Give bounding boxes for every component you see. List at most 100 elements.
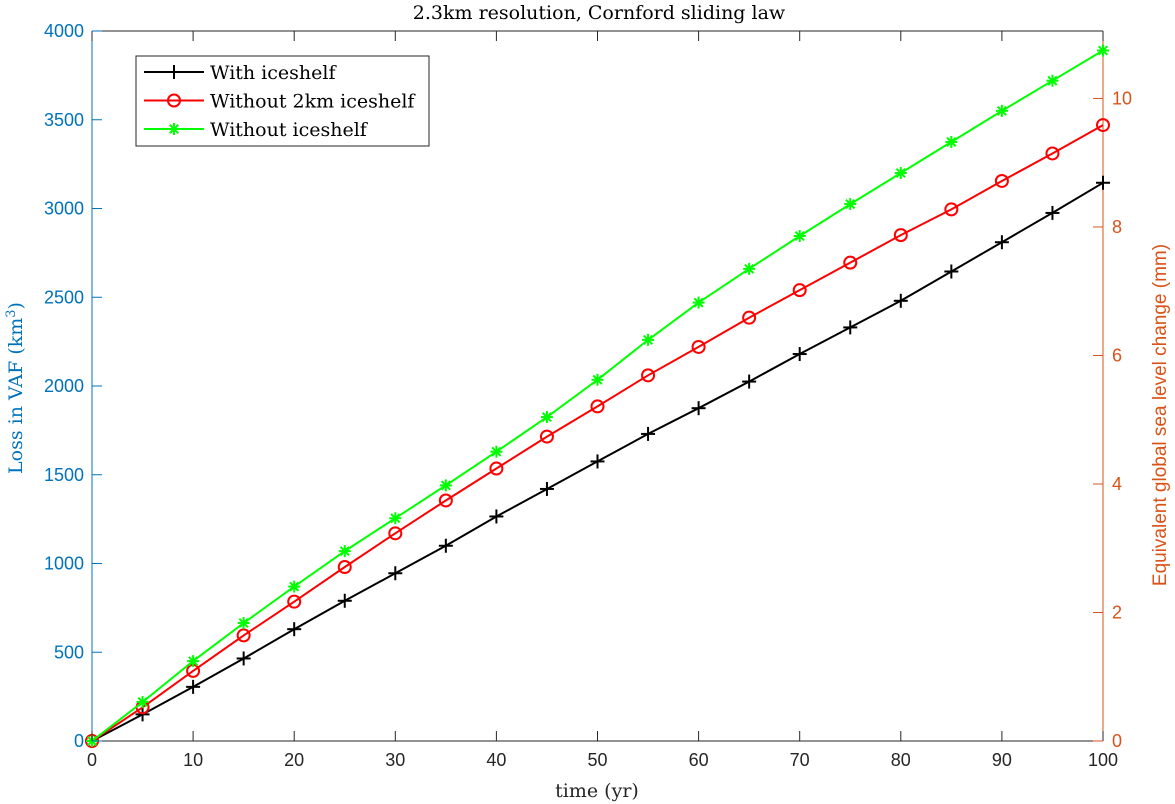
x-tick-label: 10	[183, 750, 203, 770]
data-point	[287, 622, 302, 637]
x-tick-label: 80	[891, 750, 911, 770]
data-point	[793, 230, 806, 243]
data-point	[1096, 118, 1110, 133]
y2-axis-label: Equivalent global sea level change (mm)	[1150, 244, 1171, 586]
data-point	[338, 545, 351, 558]
series-2	[86, 44, 1109, 747]
y-tick-label: 4000	[44, 21, 84, 41]
y-axis-label-suffix: )	[5, 302, 27, 309]
legend-marker	[167, 65, 181, 79]
data-point	[894, 167, 907, 179]
data-point	[945, 135, 958, 148]
data-point	[893, 228, 908, 243]
x-tick-label: 90	[992, 750, 1012, 770]
data-point	[843, 255, 858, 270]
y-tick-label: 2500	[44, 287, 84, 307]
data-point	[337, 560, 352, 575]
data-point	[337, 593, 352, 608]
data-point	[540, 411, 553, 424]
data-point	[186, 679, 201, 694]
y2-tick-label: 4	[1112, 474, 1122, 494]
legend-label: With iceshelf	[210, 62, 337, 84]
x-tick-label: 0	[87, 750, 97, 770]
data-point	[742, 310, 757, 325]
data-point	[994, 173, 1009, 188]
data-point	[995, 104, 1008, 117]
data-point	[691, 339, 706, 354]
data-point	[1045, 205, 1060, 220]
data-point	[642, 333, 655, 346]
data-point	[1046, 74, 1059, 87]
legend-entry: Without iceshelf	[144, 119, 369, 141]
data-point	[489, 509, 504, 524]
data-point	[288, 580, 301, 593]
y-tick-label: 3500	[44, 110, 84, 130]
data-point	[843, 320, 858, 335]
data-point	[742, 374, 757, 389]
data-point	[236, 651, 251, 666]
data-point	[135, 707, 150, 722]
x-tick-label: 20	[284, 750, 304, 770]
legend-label: Without 2km iceshelf	[210, 91, 416, 113]
data-point	[439, 479, 452, 492]
data-point	[944, 264, 959, 279]
data-point	[237, 616, 250, 629]
data-point	[590, 399, 605, 414]
data-point	[1096, 175, 1110, 190]
data-point	[389, 512, 402, 525]
data-point	[1045, 146, 1060, 161]
data-point	[641, 368, 656, 383]
data-point	[236, 628, 251, 643]
x-tick-label: 40	[486, 750, 506, 770]
legend: With iceshelf Without 2km iceshelf Without…	[135, 55, 430, 147]
data-point	[844, 198, 857, 211]
x-tick-label: 70	[790, 750, 810, 770]
y-axis-label: Loss in VAF (km3)	[4, 302, 28, 474]
y-tick-label: 3000	[44, 199, 84, 219]
y2-tick-label: 0	[1112, 731, 1122, 751]
y-tick-label: 500	[54, 642, 84, 662]
y-axis-label-main: Loss in VAF (km	[5, 318, 27, 474]
y-tick-label: 2000	[44, 376, 84, 396]
chart-title: 2.3km resolution, Cornford sliding law	[413, 2, 786, 24]
data-point	[489, 461, 504, 476]
data-point	[287, 594, 302, 609]
series-1	[85, 118, 1110, 748]
data-point	[641, 426, 656, 441]
data-point	[388, 566, 403, 581]
data-point	[743, 262, 756, 275]
data-point	[490, 445, 503, 458]
legend-entry: Without 2km iceshelf	[144, 91, 416, 113]
data-point	[539, 481, 554, 496]
data-point	[591, 373, 604, 386]
legend-marker	[168, 123, 180, 135]
x-axis-label: time (yr)	[555, 780, 639, 802]
data-point	[994, 235, 1009, 250]
data-point	[539, 429, 554, 444]
y2-tick-label: 10	[1112, 88, 1132, 108]
axes-layer: 0 10 20 30 40 50 60 70 80 90 100050010001500200025…	[44, 21, 1132, 770]
y2-tick-label: 6	[1112, 345, 1122, 365]
y-tick-label: 1000	[44, 554, 84, 574]
data-point	[187, 655, 200, 668]
data-point	[692, 296, 705, 309]
x-tick-label: 60	[689, 750, 709, 770]
legend-marker	[167, 93, 181, 108]
x-tick-label: 30	[385, 750, 405, 770]
legend-entry: With iceshelf	[144, 62, 337, 84]
data-point	[691, 401, 706, 416]
data-point	[792, 347, 807, 362]
data-point	[893, 293, 908, 308]
data-point	[590, 454, 605, 469]
data-point	[438, 538, 453, 553]
y-axis-label-superscript: 3	[4, 309, 19, 317]
series-0	[85, 175, 1110, 748]
series-line	[91, 124, 1104, 742]
data-point	[438, 493, 453, 508]
legend-label: Without iceshelf	[210, 119, 369, 141]
y-tick-label: 1500	[44, 465, 84, 485]
data-point	[792, 283, 807, 298]
y2-tick-label: 8	[1112, 217, 1122, 237]
y-tick-label: 0	[74, 731, 84, 751]
